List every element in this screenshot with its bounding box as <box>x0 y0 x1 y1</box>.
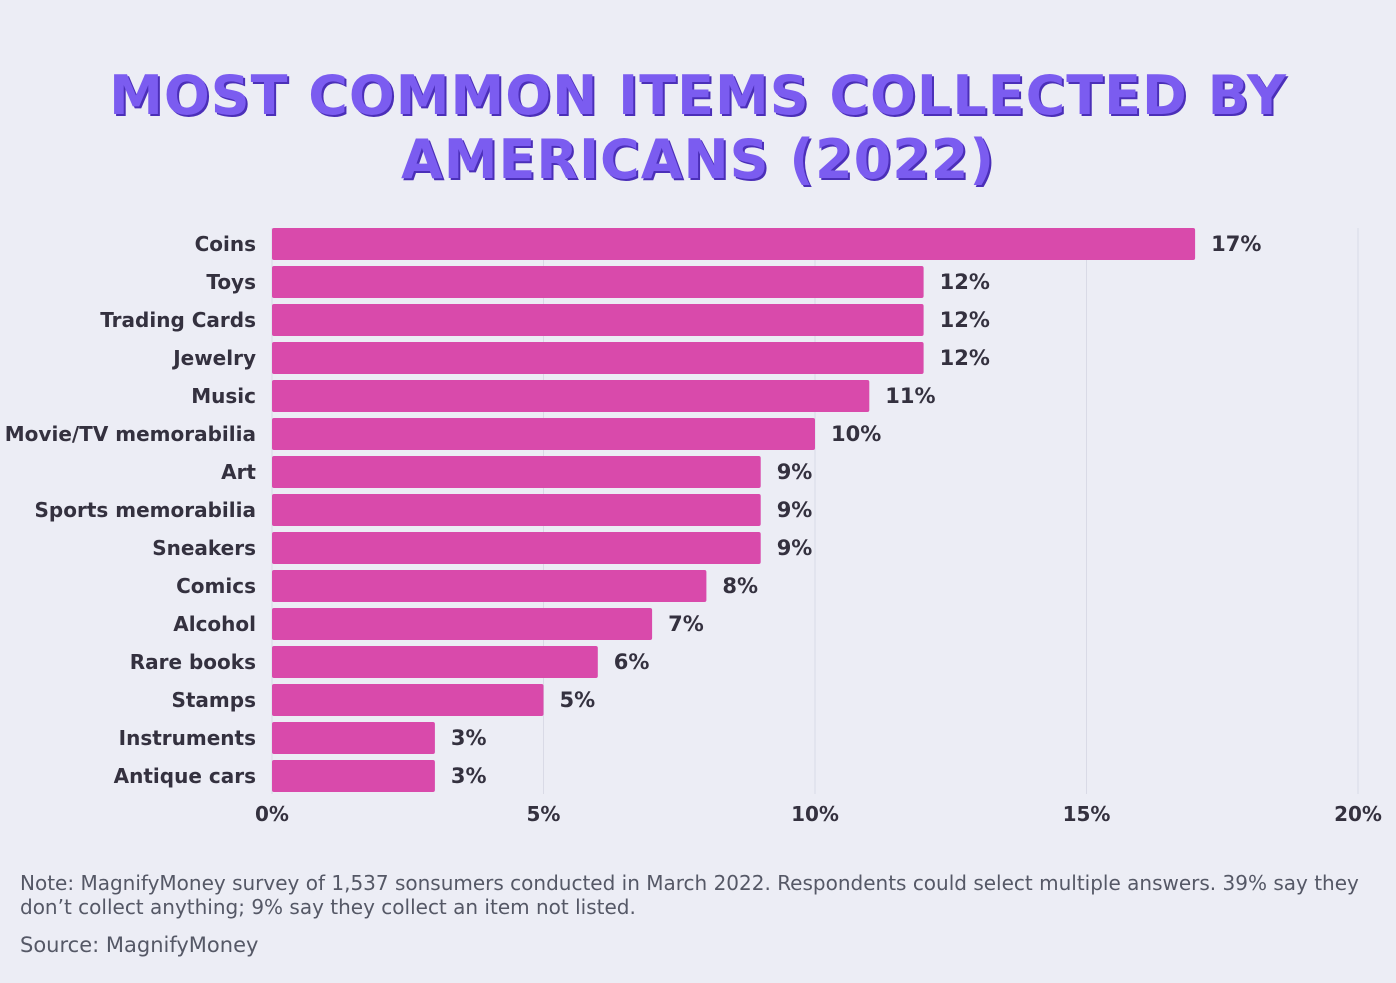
bar <box>272 266 924 298</box>
value-label: 17% <box>1211 232 1261 256</box>
bar <box>272 494 761 526</box>
category-label: Trading Cards <box>100 308 256 332</box>
category-label: Comics <box>176 574 256 598</box>
category-label: Stamps <box>171 688 256 712</box>
value-labels: 17%12%12%12%11%10%9%9%9%8%7%6%5%3%3% <box>451 232 1261 788</box>
value-label: 11% <box>885 384 935 408</box>
bars <box>272 228 1196 792</box>
title-container: MOST COMMON ITEMS COLLECTED BY AMERICANS… <box>0 64 1396 192</box>
bar <box>272 608 653 640</box>
bar <box>272 760 435 792</box>
x-tick-label: 0% <box>255 802 289 826</box>
value-label: 9% <box>777 536 813 560</box>
bar <box>272 418 815 450</box>
bar <box>272 532 761 564</box>
x-axis-ticks: 0% 5% 10% 15% 20% <box>255 802 1382 826</box>
category-label: Music <box>191 384 256 408</box>
category-label: Sports memorabilia <box>35 498 256 522</box>
bar <box>272 684 544 716</box>
value-label: 12% <box>940 270 990 294</box>
x-tick-label: 5% <box>527 802 561 826</box>
bar <box>272 570 707 602</box>
category-label: Movie/TV memorabilia <box>5 422 256 446</box>
value-label: 12% <box>940 346 990 370</box>
chart-title: MOST COMMON ITEMS COLLECTED BY AMERICANS… <box>109 64 1287 191</box>
category-label: Alcohol <box>173 612 256 636</box>
source-text: Source: MagnifyMoney <box>20 933 259 957</box>
survey-note: Note: MagnifyMoney survey of 1,537 sonsu… <box>20 871 1359 919</box>
value-label: 12% <box>940 308 990 332</box>
value-label: 3% <box>451 726 487 750</box>
x-tick-label: 20% <box>1334 802 1382 826</box>
category-label: Art <box>221 460 256 484</box>
x-tick-label: 15% <box>1063 802 1111 826</box>
bar <box>272 380 870 412</box>
value-label: 10% <box>831 422 881 446</box>
value-label: 8% <box>722 574 758 598</box>
category-labels: Coins Toys Trading Cards Jewelry Music Movie/… <box>5 232 257 788</box>
bar <box>272 304 924 336</box>
category-label: Sneakers <box>152 536 256 560</box>
bar-chart: Coins Toys Trading Cards Jewelry Music Movie/… <box>5 228 1382 826</box>
category-label: Rare books <box>130 650 256 674</box>
value-label: 9% <box>777 460 813 484</box>
value-label: 3% <box>451 764 487 788</box>
value-label: 9% <box>777 498 813 522</box>
value-label: 5% <box>560 688 596 712</box>
category-label: Coins <box>195 232 256 256</box>
x-tick-label: 10% <box>791 802 839 826</box>
category-label: Instruments <box>119 726 256 750</box>
bar <box>272 342 924 374</box>
category-label: Toys <box>206 270 256 294</box>
value-label: 7% <box>668 612 704 636</box>
bar <box>272 228 1196 260</box>
value-label: 6% <box>614 650 650 674</box>
bar <box>272 646 598 678</box>
bar <box>272 722 435 754</box>
category-label: Jewelry <box>171 346 256 370</box>
category-label: Antique cars <box>114 764 256 788</box>
bar <box>272 456 761 488</box>
